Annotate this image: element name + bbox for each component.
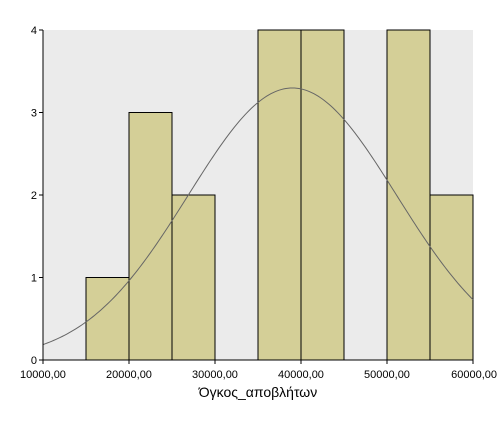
x-tick-label: 30000,00 [192, 369, 238, 381]
histogram-bar [257, 29, 302, 361]
histogram-bar [171, 194, 216, 361]
histogram-bar [85, 277, 130, 361]
x-tick-label: 10000,00 [20, 369, 66, 381]
histogram-bar [386, 29, 431, 361]
histogram-bar [300, 29, 345, 361]
x-tick-label: 50000,00 [364, 369, 410, 381]
y-tick-label: 4 [31, 25, 37, 37]
x-tick-label: 40000,00 [278, 369, 324, 381]
x-tick-label: 20000,00 [106, 369, 152, 381]
x-ticks-group: 10000,00 20000,00 30000,00 40000,00 50000,00… [20, 360, 497, 381]
y-tick-label: 1 [31, 273, 37, 285]
y-tick-label: 3 [31, 108, 37, 120]
bars-group [85, 29, 474, 361]
y-tick-label: 0 [31, 355, 37, 367]
normal-curve [42, 87, 474, 346]
histogram-bar [128, 112, 173, 361]
x-axis-title: Όγκος_αποβλήτων [198, 384, 317, 400]
y-ticks-group: 0 1 2 3 4 [31, 25, 43, 367]
y-tick-label: 2 [31, 190, 37, 202]
x-tick-label: 60000,00 [451, 369, 497, 381]
histogram-bar [429, 194, 474, 361]
